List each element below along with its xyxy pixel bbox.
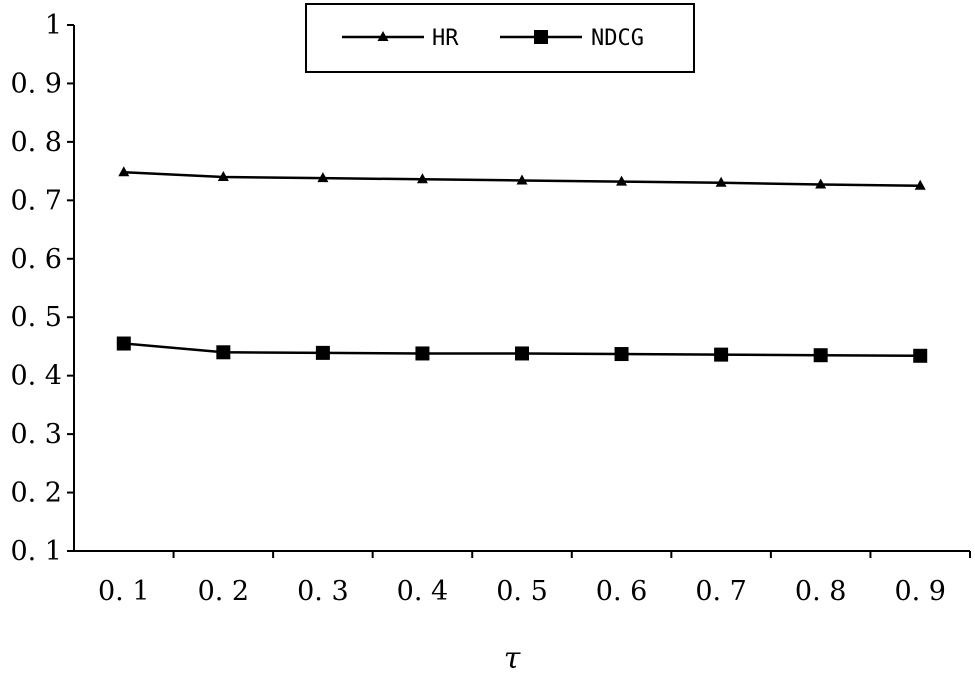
y-tick-label: 1: [45, 10, 62, 41]
y-tick-label: 0. 8: [10, 127, 62, 158]
data-point-ndcg: [714, 347, 729, 362]
y-tick-label: 0. 2: [10, 478, 62, 509]
data-point-hr: [616, 175, 628, 186]
y-tick-label: 0. 1: [10, 536, 62, 567]
plot-axes: [73, 25, 970, 552]
data-point-hr: [217, 170, 229, 181]
y-axis-ticks: 0. 1 0. 2 0. 3 0. 4 0. 5 0. 6 0. 7 0. 8 0. 9 1: [10, 10, 74, 567]
y-tick-label: 0. 6: [10, 244, 62, 275]
series-ndcg: [116, 336, 928, 363]
y-tick-label: 0. 3: [10, 419, 62, 450]
series-layer: [116, 166, 928, 363]
x-tick-label: 0. 5: [496, 576, 548, 607]
x-tick-label: 0. 2: [198, 576, 250, 607]
data-point-hr: [815, 178, 827, 189]
data-point-ndcg: [415, 346, 430, 361]
data-point-hr: [715, 176, 727, 187]
data-point-ndcg: [116, 336, 131, 351]
legend-item-ndcg: NDCG: [500, 26, 644, 51]
legend-item-hr: HR: [342, 26, 459, 51]
legend-items: HR NDCG: [342, 26, 644, 51]
legend: HR NDCG: [305, 3, 695, 73]
data-point-ndcg: [913, 348, 928, 363]
x-tick-label: 0. 3: [297, 576, 349, 607]
x-axis-title: τ: [504, 641, 521, 676]
y-tick-label: 0. 5: [10, 302, 62, 333]
y-tick-label: 0. 9: [10, 68, 62, 99]
data-point-hr: [914, 179, 926, 190]
x-tick-label: 0. 9: [894, 576, 946, 607]
x-tick-label: 0. 1: [98, 576, 150, 607]
data-point-hr: [516, 174, 528, 185]
x-axis-ticks: 0. 1 0. 2 0. 3 0. 4 0. 5 0. 6 0. 7 0. 8 0. 9: [98, 551, 971, 607]
y-tick-label: 0. 4: [10, 361, 62, 392]
legend-marker-ndcg: [534, 30, 548, 44]
data-point-ndcg: [515, 346, 529, 361]
data-point-hr: [317, 172, 329, 183]
data-point-hr: [118, 166, 130, 177]
x-tick-label: 0. 8: [795, 576, 847, 607]
legend-label-hr: HR: [432, 26, 459, 51]
series-hr: [118, 166, 926, 190]
x-tick-label: 0. 7: [695, 576, 747, 607]
data-point-hr: [416, 173, 428, 184]
x-tick-label: 0. 4: [397, 576, 449, 607]
data-point-ndcg: [315, 345, 330, 360]
legend-label-ndcg: NDCG: [591, 26, 644, 51]
data-point-ndcg: [614, 347, 629, 362]
data-point-ndcg: [216, 345, 231, 360]
x-tick-label: 0. 6: [596, 576, 648, 607]
y-tick-label: 0. 7: [10, 185, 62, 216]
legend-marker-hr: [377, 31, 389, 41]
data-point-ndcg: [813, 348, 828, 363]
